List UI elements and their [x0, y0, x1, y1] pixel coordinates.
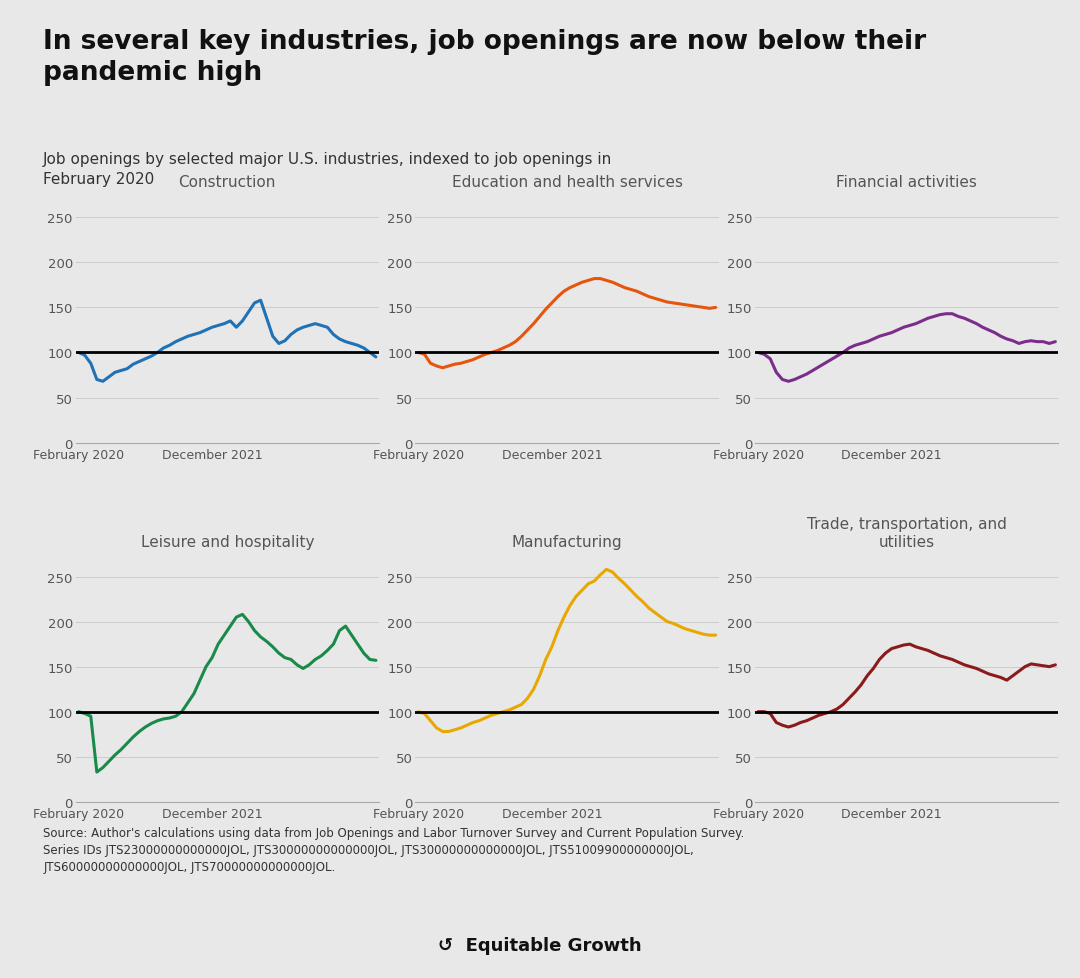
Title: Manufacturing: Manufacturing	[512, 534, 622, 549]
Title: Education and health services: Education and health services	[451, 175, 683, 191]
Text: Job openings by selected major U.S. industries, indexed to job openings in
Febru: Job openings by selected major U.S. indu…	[43, 152, 612, 187]
Text: Source: Author's calculations using data from Job Openings and Labor Turnover Su: Source: Author's calculations using data…	[43, 826, 744, 873]
Title: Leisure and hospitality: Leisure and hospitality	[140, 534, 314, 549]
Title: Financial activities: Financial activities	[836, 175, 977, 191]
Title: Construction: Construction	[178, 175, 276, 191]
Text: In several key industries, job openings are now below their
pandemic high: In several key industries, job openings …	[43, 29, 927, 86]
Title: Trade, transportation, and
utilities: Trade, transportation, and utilities	[807, 516, 1007, 549]
Text: ↺  Equitable Growth: ↺ Equitable Growth	[438, 936, 642, 954]
